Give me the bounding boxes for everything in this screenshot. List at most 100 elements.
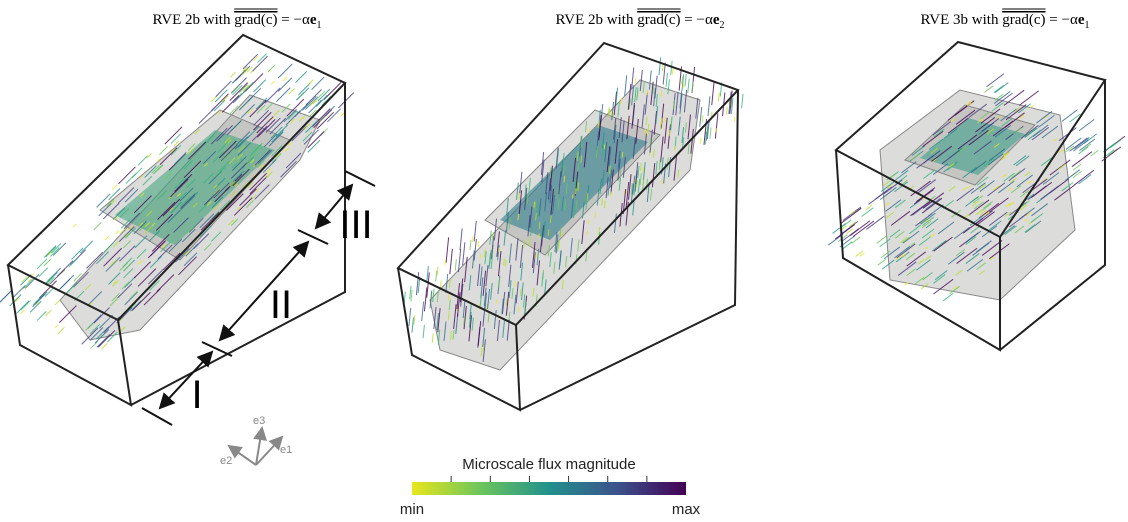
flux-arrow xyxy=(1091,150,1099,156)
flux-arrow xyxy=(853,221,874,237)
flux-arrow xyxy=(235,66,249,80)
flux-arrow xyxy=(621,98,622,104)
panel-title: RVE 2b with grad(c) = −αe1 xyxy=(153,12,322,31)
flux-arrow xyxy=(1062,110,1077,122)
flux-arrow xyxy=(101,343,107,349)
titles: RVE 2b with grad(c) = −αe1 RVE 2b with gr… xyxy=(153,9,1090,31)
flux-arrow xyxy=(338,93,353,108)
flux-arrow xyxy=(576,188,577,194)
flux-arrow xyxy=(685,74,686,86)
flux-arrow xyxy=(21,300,31,310)
flux-arrow xyxy=(414,315,415,324)
flux-arrow xyxy=(278,64,292,78)
flux-arrow xyxy=(662,64,663,71)
flux-arrow xyxy=(45,310,51,316)
flux-arrow xyxy=(295,71,306,82)
flux-arrow xyxy=(445,260,446,265)
flux-arrow xyxy=(94,222,101,229)
flux-arrow xyxy=(536,253,537,259)
flux-arrow xyxy=(548,229,549,236)
flux-arrow xyxy=(55,325,58,328)
axis-arrow xyxy=(229,446,256,465)
flux-arrow xyxy=(866,216,884,229)
flux-arrow xyxy=(448,294,449,300)
flux-arrow xyxy=(463,242,465,265)
flux-arrow xyxy=(478,241,479,247)
flux-arrow xyxy=(243,54,258,69)
flux-arrow xyxy=(105,236,109,240)
flux-arrow xyxy=(410,286,411,299)
flux-arrow xyxy=(1030,105,1033,108)
flux-arrow xyxy=(850,221,870,236)
figure: RVE 2b with grad(c) = −αe1 RVE 2b with gr… xyxy=(0,0,1128,522)
flux-arrow xyxy=(231,72,236,77)
region-label: III xyxy=(339,203,372,247)
flux-arrow xyxy=(424,287,426,311)
flux-arrow xyxy=(659,57,661,75)
flux-arrow xyxy=(253,56,268,71)
flux-arrow xyxy=(112,185,117,190)
flux-arrow xyxy=(661,91,662,97)
flux-arrow xyxy=(692,82,693,92)
flux-arrow xyxy=(297,88,309,100)
dimension-arrow xyxy=(220,242,308,340)
flux-arrow xyxy=(138,156,147,165)
flux-arrow xyxy=(312,77,325,90)
colorbar-label: Microscale flux magnitude xyxy=(462,456,635,473)
title-equation: = −α xyxy=(281,12,310,28)
flux-arrow xyxy=(171,134,181,144)
flux-arrow xyxy=(534,202,535,208)
dimension-tick xyxy=(202,342,232,356)
colorbar: Microscale flux magnitude min max xyxy=(400,456,701,518)
flux-arrow xyxy=(39,268,48,277)
colorbar-gradient xyxy=(412,482,686,495)
flux-arrow xyxy=(708,96,710,116)
dimension-tick xyxy=(298,230,328,244)
flux-arrow xyxy=(116,230,119,233)
flux-arrow xyxy=(119,167,136,184)
flux-arrow xyxy=(446,237,449,262)
panel-title: RVE 2b with grad(c) = −αe2 xyxy=(556,12,725,31)
rve-render xyxy=(0,35,354,405)
flux-arrow xyxy=(33,294,44,305)
flux-arrow xyxy=(90,341,97,348)
flux-arrow xyxy=(271,81,274,84)
title-prefix: RVE 2b with xyxy=(153,12,231,28)
flux-arrow xyxy=(44,259,51,266)
flux-arrow xyxy=(715,113,718,138)
rve-render xyxy=(398,43,743,410)
flux-arrow xyxy=(518,214,519,220)
flux-arrow xyxy=(943,293,953,301)
flux-arrow xyxy=(436,271,437,282)
flux-arrow xyxy=(661,118,662,124)
title-prefix: RVE 2b with xyxy=(556,12,634,28)
flux-arrow xyxy=(718,93,719,102)
flux-arrow xyxy=(878,259,886,265)
flux-arrow xyxy=(520,289,521,296)
dimension-tick xyxy=(345,171,375,186)
flux-arrow xyxy=(994,85,1004,92)
flux-arrow xyxy=(700,138,701,144)
region-label: II xyxy=(270,283,292,327)
flux-arrow xyxy=(55,300,60,305)
flux-arrow xyxy=(437,266,438,275)
flux-arrow xyxy=(58,327,64,333)
flux-arrow xyxy=(422,301,424,320)
flux-arrow xyxy=(666,73,667,87)
rve-render xyxy=(828,42,1124,350)
flux-arrow xyxy=(289,88,295,94)
flux-arrow xyxy=(409,308,411,326)
flux-arrow xyxy=(669,130,670,136)
flux-arrow xyxy=(1111,140,1121,148)
flux-arrow xyxy=(984,86,993,92)
title-equation: = −α xyxy=(684,12,713,28)
flux-arrow xyxy=(505,259,506,266)
flux-arrow xyxy=(483,344,484,351)
flux-arrow xyxy=(455,259,456,271)
title-subscript: 1 xyxy=(316,20,321,31)
flux-arrow xyxy=(742,94,743,109)
flux-arrow xyxy=(341,112,345,116)
flux-arrows xyxy=(0,53,354,349)
flux-arrow xyxy=(412,318,414,333)
dimension-tick xyxy=(142,408,172,425)
